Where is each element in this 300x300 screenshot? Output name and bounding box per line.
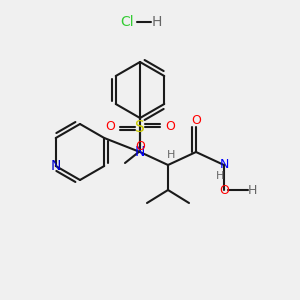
- Text: O: O: [105, 121, 115, 134]
- Text: H: H: [167, 150, 175, 160]
- Text: Cl: Cl: [120, 15, 134, 29]
- Text: O: O: [135, 140, 145, 152]
- Text: S: S: [135, 119, 145, 134]
- Text: N: N: [135, 145, 145, 159]
- Text: O: O: [219, 184, 229, 196]
- Text: O: O: [191, 113, 201, 127]
- Text: O: O: [165, 121, 175, 134]
- Text: N: N: [51, 159, 61, 173]
- Text: N: N: [219, 158, 229, 172]
- Text: H: H: [216, 171, 224, 181]
- Text: H: H: [247, 184, 257, 196]
- Text: H: H: [152, 15, 162, 29]
